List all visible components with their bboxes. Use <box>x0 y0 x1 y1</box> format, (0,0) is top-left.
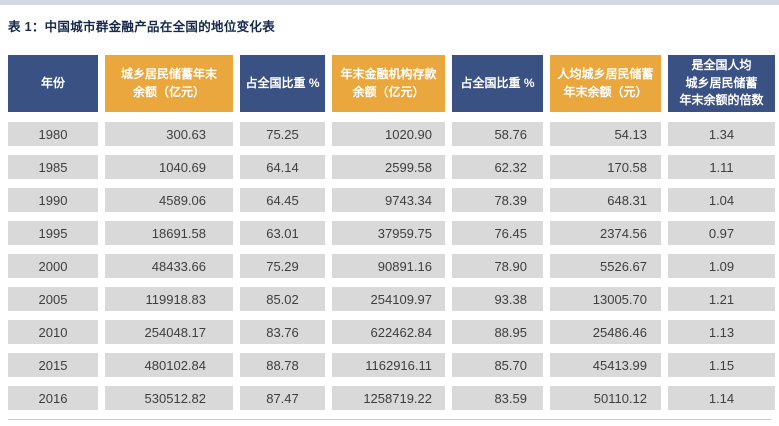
table-body: 1980 300.63 75.25 1020.90 58.76 54.13 1.34 1985… <box>8 122 779 410</box>
value-cell: 93.38 <box>452 287 543 311</box>
value-cell: 254109.97 <box>332 287 445 311</box>
value-cell: 75.29 <box>240 254 325 278</box>
year-cell: 2016 <box>8 386 98 410</box>
column-header: 占全国比重 % <box>240 55 325 112</box>
table-row: 2000 48433.66 75.29 90891.16 78.90 5526.67 1.0… <box>8 254 779 278</box>
year-cell: 2000 <box>8 254 98 278</box>
value-cell: 88.78 <box>240 353 325 377</box>
value-cell: 1.13 <box>668 320 775 344</box>
table-row: 1990 4589.06 64.45 9743.34 78.39 648.31 1.04 <box>8 188 779 212</box>
value-cell: 62.32 <box>452 155 543 179</box>
bottom-divider <box>8 419 771 420</box>
table-row: 2005 119918.83 85.02 254109.97 93.38 13005.70… <box>8 287 779 311</box>
value-cell: 1.21 <box>668 287 775 311</box>
table-row: 1985 1040.69 64.14 2599.58 62.32 170.58 1.11 <box>8 155 779 179</box>
value-cell: 76.45 <box>452 221 543 245</box>
year-cell: 1995 <box>8 221 98 245</box>
value-cell: 530512.82 <box>105 386 233 410</box>
value-cell: 1040.69 <box>105 155 233 179</box>
value-cell: 648.31 <box>550 188 661 212</box>
value-cell: 25486.46 <box>550 320 661 344</box>
year-cell: 2010 <box>8 320 98 344</box>
value-cell: 45413.99 <box>550 353 661 377</box>
value-cell: 1020.90 <box>332 122 445 146</box>
value-cell: 480102.84 <box>105 353 233 377</box>
value-cell: 13005.70 <box>550 287 661 311</box>
value-cell: 2374.56 <box>550 221 661 245</box>
table-row: 2010 254048.17 83.76 622462.84 88.95 25486.46… <box>8 320 779 344</box>
value-cell: 90891.16 <box>332 254 445 278</box>
value-cell: 9743.34 <box>332 188 445 212</box>
financial-position-table: 年份 城乡居民储蓄年末 余额（亿元） 占全国比重 % 年末金融机构存款 余额（亿元）占… <box>8 55 779 410</box>
value-cell: 1.34 <box>668 122 775 146</box>
table-row: 1995 18691.58 63.01 37959.75 76.45 2374.56 0.9… <box>8 221 779 245</box>
top-divider-strip <box>0 0 779 5</box>
value-cell: 1162916.11 <box>332 353 445 377</box>
value-cell: 1.11 <box>668 155 775 179</box>
column-header: 城乡居民储蓄年末 余额（亿元） <box>105 55 233 112</box>
column-header: 占全国比重 % <box>452 55 543 112</box>
value-cell: 2599.58 <box>332 155 445 179</box>
value-cell: 0.97 <box>668 221 775 245</box>
table-row: 2016 530512.82 87.47 1258719.22 83.59 50110.1… <box>8 386 779 410</box>
value-cell: 1258719.22 <box>332 386 445 410</box>
value-cell: 37959.75 <box>332 221 445 245</box>
value-cell: 64.45 <box>240 188 325 212</box>
value-cell: 4589.06 <box>105 188 233 212</box>
value-cell: 54.13 <box>550 122 661 146</box>
value-cell: 85.02 <box>240 287 325 311</box>
value-cell: 1.04 <box>668 188 775 212</box>
value-cell: 300.63 <box>105 122 233 146</box>
value-cell: 5526.67 <box>550 254 661 278</box>
value-cell: 48433.66 <box>105 254 233 278</box>
year-cell: 1980 <box>8 122 98 146</box>
column-header: 年末金融机构存款 余额（亿元） <box>332 55 445 112</box>
column-header: 是全国人均 城乡居民储蓄 年末余额的倍数 <box>668 55 775 112</box>
value-cell: 170.58 <box>550 155 661 179</box>
value-cell: 50110.12 <box>550 386 661 410</box>
value-cell: 1.15 <box>668 353 775 377</box>
year-cell: 2015 <box>8 353 98 377</box>
table-header-row: 年份 城乡居民储蓄年末 余额（亿元） 占全国比重 % 年末金融机构存款 余额（亿元）占… <box>8 55 779 112</box>
value-cell: 75.25 <box>240 122 325 146</box>
year-cell: 1990 <box>8 188 98 212</box>
value-cell: 63.01 <box>240 221 325 245</box>
table-row: 1980 300.63 75.25 1020.90 58.76 54.13 1.34 <box>8 122 779 146</box>
value-cell: 88.95 <box>452 320 543 344</box>
value-cell: 85.70 <box>452 353 543 377</box>
column-header: 年份 <box>8 55 98 112</box>
value-cell: 78.90 <box>452 254 543 278</box>
value-cell: 119918.83 <box>105 287 233 311</box>
value-cell: 58.76 <box>452 122 543 146</box>
value-cell: 64.14 <box>240 155 325 179</box>
value-cell: 78.39 <box>452 188 543 212</box>
value-cell: 83.76 <box>240 320 325 344</box>
year-cell: 2005 <box>8 287 98 311</box>
value-cell: 18691.58 <box>105 221 233 245</box>
table-title: 表 1：中国城市群金融产品在全国的地位变化表 <box>8 20 276 34</box>
table-row: 2015 480102.84 88.78 1162916.11 85.70 45413.9… <box>8 353 779 377</box>
value-cell: 254048.17 <box>105 320 233 344</box>
value-cell: 83.59 <box>452 386 543 410</box>
year-cell: 1985 <box>8 155 98 179</box>
column-header: 人均城乡居民储蓄 年末余额（元） <box>550 55 661 112</box>
value-cell: 622462.84 <box>332 320 445 344</box>
value-cell: 1.14 <box>668 386 775 410</box>
value-cell: 87.47 <box>240 386 325 410</box>
value-cell: 1.09 <box>668 254 775 278</box>
